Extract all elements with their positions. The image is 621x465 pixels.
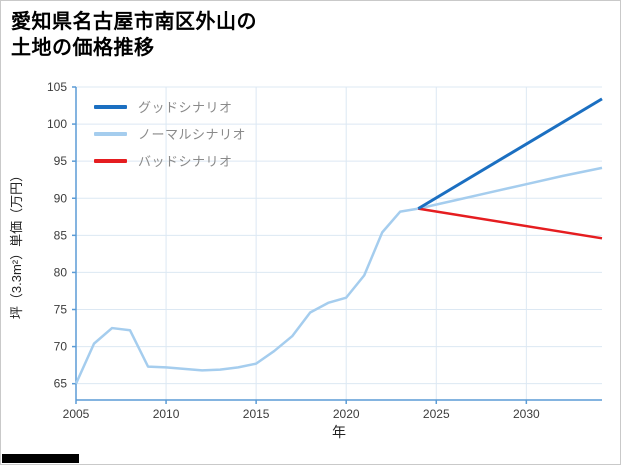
legend: グッドシナリオ ノーマルシナリオ バッドシナリオ: [94, 93, 246, 174]
y-tick-label: 100: [47, 117, 67, 131]
x-tick-label: 2005: [63, 407, 90, 421]
y-tick-label: 65: [54, 377, 68, 391]
y-tick-label: 90: [54, 191, 68, 205]
y-tick-label: 80: [54, 265, 68, 279]
y-axis-label: 坪（3.3m²）単価（万円）: [9, 168, 24, 320]
legend-label-good: グッドシナリオ: [138, 100, 233, 115]
bad-scenario-line-swatch: [94, 158, 127, 163]
legend-item-good: グッドシナリオ: [94, 93, 246, 120]
y-tick-label: 105: [47, 80, 67, 94]
good-scenario-line-swatch: [94, 104, 127, 109]
y-tick-label: 70: [54, 340, 68, 354]
chart-title-line2: 土地の価格推移: [11, 37, 155, 60]
y-tick-label: 85: [54, 228, 68, 242]
x-tick-label: 2020: [333, 407, 360, 421]
legend-item-bad: バッドシナリオ: [94, 147, 246, 174]
y-tick-label: 75: [54, 303, 68, 317]
x-tick-label: 2015: [243, 407, 270, 421]
normal-scenario-line-swatch: [94, 131, 127, 136]
series-line-2: [418, 207, 603, 240]
chart-title-line1: 愛知県名古屋市南区外山の: [11, 11, 257, 33]
legend-label-bad: バッドシナリオ: [138, 154, 233, 169]
y-tick-label: 95: [54, 154, 68, 168]
x-tick-label: 2010: [153, 407, 180, 421]
legend-item-normal: ノーマルシナリオ: [94, 120, 246, 147]
series-line-1: [74, 166, 603, 385]
chart-title: 愛知県名古屋市南区外山の 土地の価格推移: [11, 9, 257, 62]
x-tick-label: 2025: [423, 407, 450, 421]
legend-label-normal: ノーマルシナリオ: [138, 127, 247, 142]
series-line-0: [417, 97, 603, 210]
x-tick-label: 2030: [513, 407, 540, 421]
footer-bar: [2, 454, 79, 463]
x-axis-label: 年: [332, 424, 346, 440]
